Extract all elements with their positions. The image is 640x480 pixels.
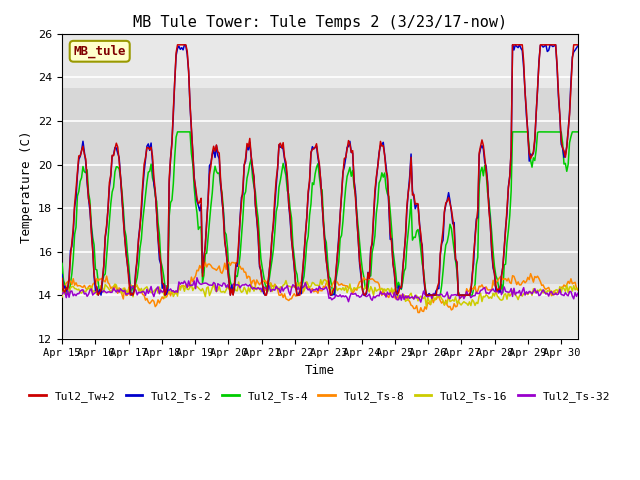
X-axis label: Time: Time <box>305 364 335 377</box>
Title: MB Tule Tower: Tule Temps 2 (3/23/17-now): MB Tule Tower: Tule Temps 2 (3/23/17-now… <box>133 15 507 30</box>
Y-axis label: Temperature (C): Temperature (C) <box>20 130 33 242</box>
Bar <box>62 88 578 284</box>
Text: MB_tule: MB_tule <box>74 45 126 58</box>
Legend: Tul2_Tw+2, Tul2_Ts-2, Tul2_Ts-4, Tul2_Ts-8, Tul2_Ts-16, Tul2_Ts-32: Tul2_Tw+2, Tul2_Ts-2, Tul2_Ts-4, Tul2_Ts… <box>25 386 615 406</box>
